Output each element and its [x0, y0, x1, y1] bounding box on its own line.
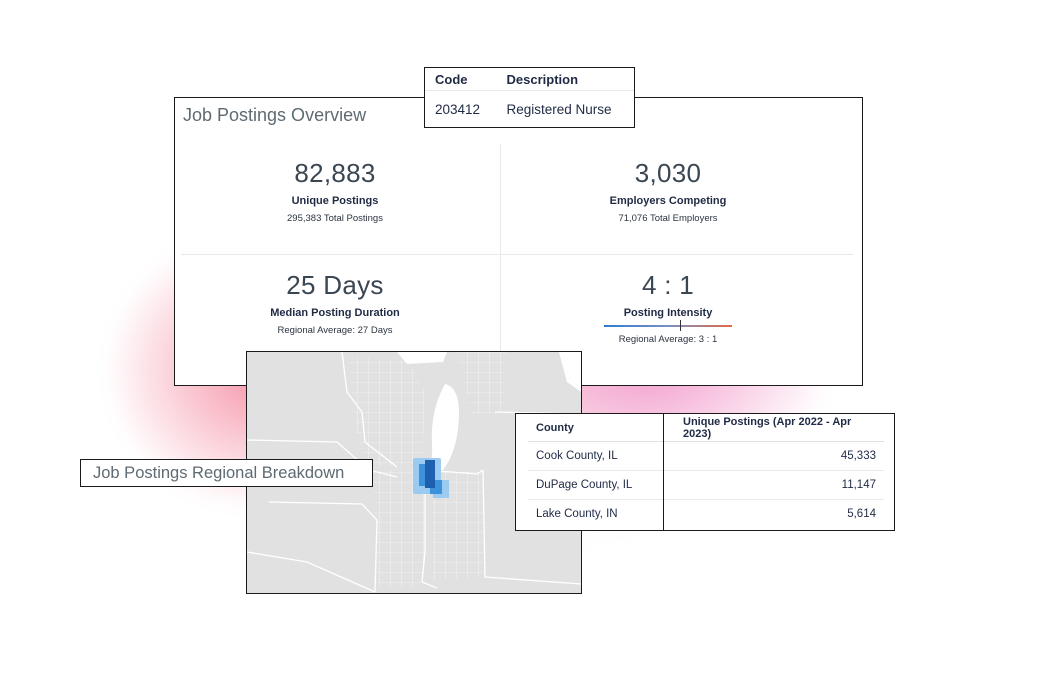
county-postings: 11,147	[675, 470, 884, 500]
regional-breakdown-label: Job Postings Regional Breakdown	[80, 459, 373, 487]
median-duration-value: 25 Days	[286, 270, 384, 300]
total-employers-text: 71,076 Total Employers	[618, 213, 718, 224]
employers-competing-value: 3,030	[634, 158, 702, 188]
lake-huron	[559, 352, 581, 392]
employers-competing-metric: 3,030 Employers Competing 71,076 Total E…	[508, 158, 828, 224]
code-header: Code	[425, 68, 497, 91]
wisconsin-counties	[347, 357, 425, 467]
occupation-code: 203412	[435, 101, 481, 117]
illinois-counties	[372, 468, 427, 588]
posting-intensity-value: 4 : 1	[641, 270, 695, 300]
county-postings: 5,614	[847, 508, 876, 520]
unique-postings-header: Unique Postings (Apr 2022 - Apr 2023)	[675, 414, 884, 442]
unique-postings-metric: 82,883 Unique Postings 295,383 Total Pos…	[175, 158, 495, 224]
duration-regional-average: Regional Average: 27 Days	[277, 325, 393, 336]
intensity-regional-average: Regional Average: 3 : 1	[618, 334, 718, 345]
table-column-divider	[663, 414, 664, 530]
chicago-heat-cluster	[413, 458, 449, 498]
posting-intensity-label: Posting Intensity	[623, 307, 713, 319]
overview-vertical-divider	[500, 144, 501, 384]
job-postings-overview-panel: Job Postings Overview 82,883 Unique Post…	[174, 97, 863, 386]
lake-michigan	[430, 384, 459, 470]
total-postings-text: 295,383 Total Postings	[287, 213, 383, 224]
posting-intensity-scale	[604, 320, 732, 331]
county-name: Lake County, IN	[536, 508, 618, 520]
cook-county-heat	[425, 460, 435, 488]
county-postings-table: County Unique Postings (Apr 2022 - Apr 2…	[515, 413, 895, 531]
unique-postings-value: 82,883	[294, 158, 376, 188]
posting-intensity-marker	[679, 320, 681, 331]
occupation-code-table: Code Description 203412 Registered Nurse	[424, 67, 635, 128]
overview-title: Job Postings Overview	[183, 105, 367, 125]
table-row: DuPage County, IL 11,147	[528, 470, 884, 500]
regional-breakdown-title: Job Postings Regional Breakdown	[93, 464, 345, 482]
table-row: Cook County, IL 45,333	[528, 441, 884, 471]
table-row: Lake County, IN 5,614	[528, 500, 884, 529]
employers-competing-label: Employers Competing	[609, 195, 727, 207]
occupation-description: Registered Nurse	[506, 101, 612, 117]
posting-intensity-metric: 4 : 1 Posting Intensity Regional Average…	[508, 270, 828, 345]
michigan-counties	[457, 352, 507, 414]
median-duration-metric: 25 Days Median Posting Duration Regional…	[175, 270, 495, 336]
indiana-counties	[432, 472, 485, 580]
overview-horizontal-divider	[181, 254, 853, 255]
county-name: Cook County, IL	[528, 441, 675, 471]
unique-postings-label: Unique Postings	[291, 195, 379, 207]
county-name: DuPage County, IL	[528, 470, 675, 500]
county-header: County	[528, 414, 675, 442]
county-postings: 45,333	[675, 441, 884, 471]
description-header: Description	[496, 68, 634, 91]
median-duration-label: Median Posting Duration	[270, 307, 400, 319]
lake-superior	[397, 352, 447, 364]
